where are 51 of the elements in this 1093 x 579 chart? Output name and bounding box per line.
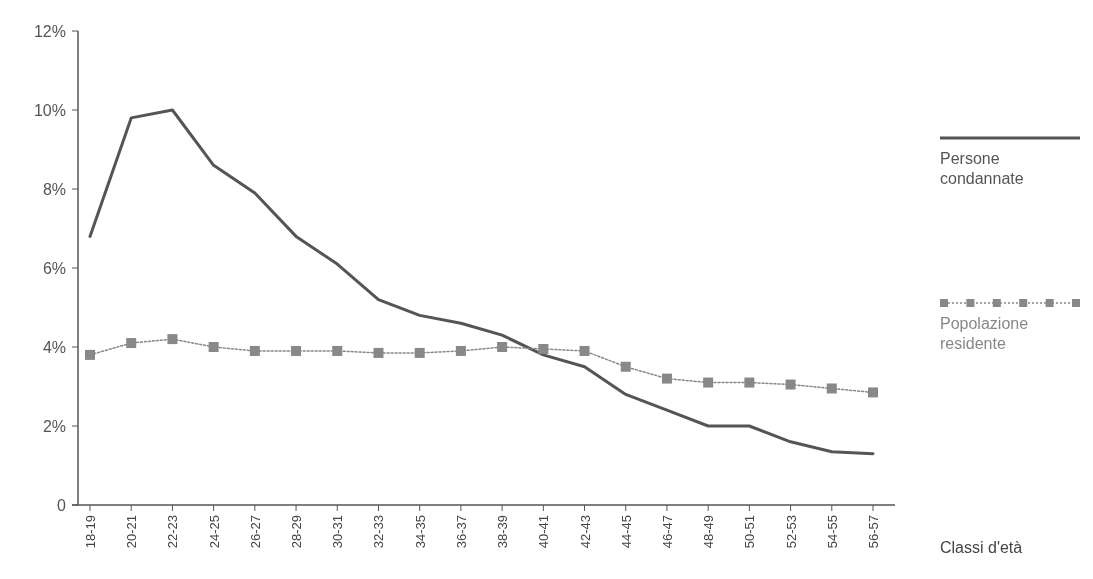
x-tick-label: 32-33	[371, 515, 387, 549]
x-axis-title: Classi d'età	[940, 539, 1023, 556]
point	[332, 345, 343, 356]
x-tick-label: 22-23	[165, 515, 181, 549]
x-tick-label: 18-19	[83, 515, 98, 549]
point	[249, 345, 260, 356]
x-tick-label: 28-29	[289, 515, 305, 549]
x-tick-label: 36-37	[453, 515, 469, 549]
point	[579, 345, 590, 356]
x-tick-label: 24-25	[206, 515, 222, 549]
x-tick-label: 42-43	[577, 515, 593, 549]
x-tick-label: 50-51	[742, 515, 758, 549]
point	[785, 379, 796, 390]
x-tick-label: 38-39	[495, 515, 511, 549]
y-tick-label: 2%	[42, 417, 66, 435]
point	[744, 377, 755, 388]
legend-label: Popolazione residente	[940, 315, 1029, 352]
line-series	[88, 108, 875, 456]
point	[85, 349, 95, 360]
x-tick-label: 34-35	[412, 515, 428, 549]
point	[208, 342, 219, 352]
x-tick-label: 30-31	[330, 515, 346, 549]
y-tick-label: 6%	[42, 259, 66, 277]
x-tick-label: 40-41	[536, 515, 552, 549]
x-tick-label: 54-55	[824, 515, 840, 549]
x-tick-label: 56-57	[866, 515, 881, 549]
point	[620, 361, 631, 372]
point	[538, 343, 549, 354]
point	[703, 377, 714, 388]
y-tick-label: 10%	[33, 101, 66, 119]
y-tick-label: 8%	[42, 180, 66, 198]
x-tick-label: 44-45	[618, 515, 634, 549]
point	[826, 383, 837, 394]
point	[126, 338, 137, 349]
point	[291, 345, 302, 356]
y-tick-label: 4%	[42, 338, 66, 356]
point	[497, 342, 508, 352]
x-tick-label: 46-47	[659, 515, 675, 549]
y-tick-label: 0	[57, 496, 67, 514]
point	[373, 347, 384, 358]
x-tick-label: 20-21	[124, 515, 140, 549]
point	[868, 387, 878, 398]
point	[455, 345, 466, 356]
y-tick-label: 12%	[33, 22, 66, 40]
text: Persone condannate	[940, 150, 1024, 187]
point	[414, 347, 425, 358]
point	[167, 334, 178, 345]
x-tick-label: 52-53	[783, 515, 799, 549]
x-tick-label: 48-49	[701, 515, 717, 549]
point	[661, 373, 672, 384]
x-tick-label: 26-27	[247, 515, 263, 549]
